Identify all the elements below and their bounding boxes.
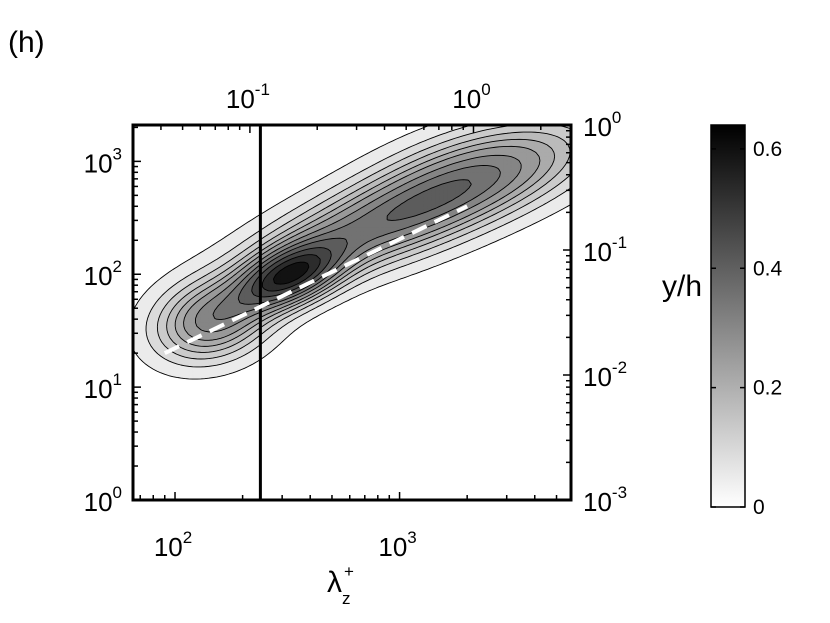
y-tick-label: 100 (84, 483, 122, 517)
contour-line-5 (174, 138, 556, 347)
x-axis-label: λ + z (327, 562, 354, 608)
contour-line-8 (212, 165, 501, 320)
dashed-scaling-line (163, 204, 469, 355)
colorbar-tick-label: 0.6 (753, 138, 782, 161)
y-tick-label: 101 (84, 370, 122, 404)
right-tick-label: 10-3 (583, 483, 627, 517)
y-tick-label: 103 (84, 144, 122, 178)
colorbar-tick-label: 0.2 (753, 377, 782, 400)
colorbar (710, 124, 746, 508)
right-y-axis-label: y/h (662, 270, 702, 303)
panel-label: (h) (8, 26, 45, 59)
right-tick-label: 10-2 (583, 358, 627, 392)
contour-line-11 (261, 254, 321, 292)
y-tick-label: 102 (84, 257, 122, 291)
contour-line-12 (273, 261, 310, 285)
tick-labels: 102 103 100 101 102 103 10-1 100 100 10-1 10-2 10-3 (84, 80, 627, 562)
x-tick-label: 102 (154, 528, 192, 562)
minor-ticks (132, 124, 571, 501)
top-tick-label: 100 (452, 80, 490, 114)
contour-line-3 (156, 125, 571, 360)
colorbar-tick-label: 0 (753, 496, 765, 519)
contour-line-2 (145, 125, 571, 368)
x-tick-label: 103 (378, 528, 416, 562)
right-tick-label: 10-1 (583, 233, 627, 267)
right-tick-label: 100 (583, 108, 621, 142)
colorbar-ticks: 0 0.2 0.4 0.6 (711, 138, 783, 519)
plot-frame (131, 123, 573, 502)
top-tick-label: 10-1 (226, 80, 270, 114)
contour-field (133, 125, 571, 380)
colorbar-tick-label: 0.4 (753, 257, 783, 280)
contour-line-1 (133, 125, 571, 380)
